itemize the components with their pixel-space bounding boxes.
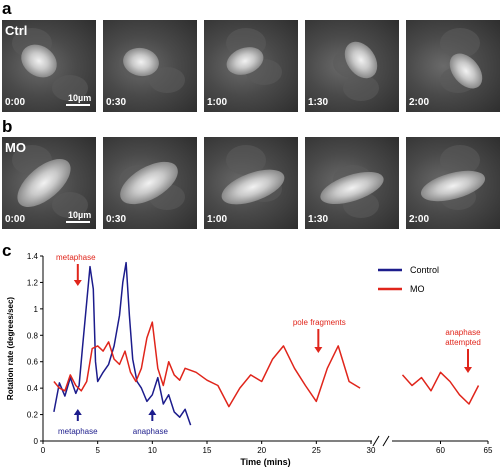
annotation-label: metaphase — [58, 427, 98, 436]
timepoint-label: 0:30 — [106, 214, 127, 225]
timepoint-label: 1:00 — [207, 97, 228, 108]
y-tick-label: 0 — [34, 437, 39, 446]
series-line-control — [53, 261, 192, 426]
timepoint-label: 2:00 — [409, 214, 430, 225]
timepoint-label: 0:30 — [106, 97, 127, 108]
scale-bar-label: 10µm — [68, 93, 92, 103]
annotation-arrowhead — [148, 409, 157, 415]
annotation-label: attempted — [445, 338, 481, 347]
y-tick-label: 1.2 — [27, 278, 39, 287]
series-line-mo — [53, 321, 361, 408]
annotation-label: pole fragments — [293, 318, 346, 327]
axis-break-mark — [372, 435, 380, 447]
scale-bar — [66, 104, 90, 106]
y-tick-label: 0.2 — [27, 411, 39, 420]
micrograph-frame: 0:30 — [103, 137, 197, 229]
scale-bar-label: 10µm — [68, 210, 92, 220]
annotation-label: anaphase — [445, 328, 481, 337]
timepoint-label: 0:00 — [5, 97, 26, 108]
micrograph-frame: 1:00 — [204, 20, 298, 112]
x-tick-label: 10 — [148, 446, 157, 455]
rotation-rate-chart: 0 0.2 0.4 0.6 0.8 1 1.2 1.4 0 5 10 15 20 25 30 60 65 Time… — [6, 252, 493, 467]
annotation-arrowhead — [73, 280, 82, 286]
legend-label: MO — [410, 284, 425, 294]
timepoint-label: 2:00 — [409, 97, 430, 108]
series-line-mo — [401, 371, 480, 405]
axis-break-gap — [372, 437, 392, 445]
annotation-label: metaphase — [56, 253, 96, 262]
timepoint-label: 1:00 — [207, 214, 228, 225]
x-tick-label: 25 — [312, 446, 321, 455]
micrograph-frame: 1:30 — [305, 137, 399, 229]
y-tick-label: 0.6 — [27, 358, 39, 367]
micrograph-frame: 0:00 Ctrl 10µm — [2, 20, 96, 112]
spindle-signal — [338, 35, 384, 85]
micrograph-frame: 0:00 MO 10µm — [2, 137, 96, 229]
panel-label-c: c — [2, 241, 12, 260]
timepoint-label: 1:30 — [308, 214, 329, 225]
annotation-arrowhead — [314, 347, 323, 353]
micrograph-frame: 0:30 — [103, 20, 197, 112]
micrograph-frame: 1:30 — [305, 20, 399, 112]
y-axis-label: Rotation rate (degrees/sec) — [6, 297, 15, 400]
condition-label: MO — [5, 140, 26, 155]
x-axis-label: Time (mins) — [240, 457, 290, 467]
annotation-arrowhead — [464, 367, 472, 373]
y-tick-label: 1.4 — [27, 252, 39, 261]
x-tick-label: 20 — [257, 446, 266, 455]
y-tick-label: 0.8 — [27, 331, 39, 340]
axis-break-mark — [382, 435, 390, 447]
panel-label-a: a — [2, 0, 12, 18]
micrograph-frame: 2:00 — [406, 20, 500, 112]
annotation-label: anaphase — [133, 427, 169, 436]
legend-label: Control — [410, 265, 439, 275]
timepoint-label: 1:30 — [308, 97, 329, 108]
x-tick-label: 60 — [436, 446, 445, 455]
micrograph-frame: 2:00 — [406, 137, 500, 229]
x-tick-label: 65 — [484, 446, 493, 455]
scale-bar — [66, 221, 90, 223]
x-tick-label: 30 — [367, 446, 376, 455]
x-tick-label: 15 — [203, 446, 212, 455]
timepoint-label: 0:00 — [5, 214, 26, 225]
annotation-arrowhead — [73, 409, 82, 415]
x-tick-label: 5 — [95, 446, 100, 455]
y-tick-label: 0.4 — [27, 384, 39, 393]
micrograph-frame: 1:00 — [204, 137, 298, 229]
condition-label: Ctrl — [5, 23, 28, 38]
y-tick-label: 1 — [34, 305, 39, 314]
x-tick-label: 0 — [41, 446, 46, 455]
panel-label-b: b — [2, 117, 13, 136]
